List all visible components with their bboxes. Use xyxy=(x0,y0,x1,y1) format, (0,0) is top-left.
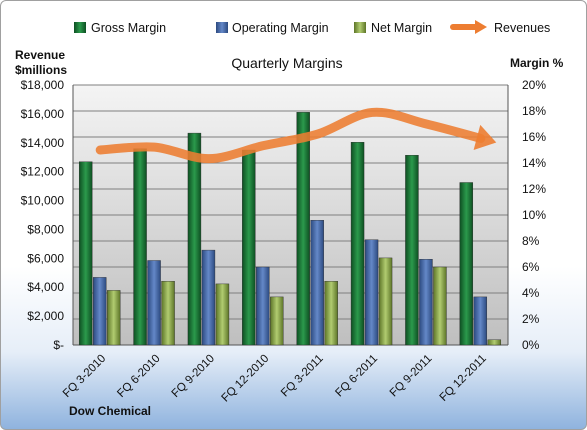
x-tick-label: FQ 12-2010 xyxy=(220,353,272,405)
footer-company: Dow Chemical xyxy=(69,404,151,418)
left-axis-title-line1: Revenue xyxy=(15,48,65,62)
bar-gross-margin-0 xyxy=(78,161,93,346)
left-tick-label: $6,000 xyxy=(27,251,64,265)
x-tick-label: FQ 6-2011 xyxy=(333,353,380,400)
bar-operating-margin-0 xyxy=(92,277,107,346)
bar-gross-margin-7 xyxy=(459,182,474,346)
legend-label-revenues: Revenues xyxy=(494,21,550,35)
right-tick-label: 14% xyxy=(522,156,546,170)
left-tick-label: $14,000 xyxy=(21,136,65,150)
legend-label-operating-margin: Operating Margin xyxy=(232,21,329,35)
chart-title: Quarterly Margins xyxy=(231,55,342,71)
bar-net-margin-0 xyxy=(106,290,121,346)
left-tick-label: $18,000 xyxy=(21,78,65,92)
right-axis-title: Margin % xyxy=(510,56,564,70)
x-tick-label: FQ 6-2010 xyxy=(115,353,162,400)
right-tick-label: 2% xyxy=(522,312,540,326)
left-axis-ticks: $- $2,000 $4,000 $6,000 $8,000 $10,000 $12,000… xyxy=(21,78,65,352)
bar-net-margin-6 xyxy=(433,266,447,346)
bar-gross-margin-3 xyxy=(242,149,256,346)
bar-net-margin-2 xyxy=(215,283,230,346)
bar-gross-margin-5 xyxy=(350,141,365,346)
bar-operating-margin-7 xyxy=(473,296,488,346)
right-tick-label: 12% xyxy=(522,182,546,196)
revenue-series-line xyxy=(95,107,486,164)
x-tick-label: FQ 9-2010 xyxy=(170,353,217,400)
right-tick-label: 6% xyxy=(522,260,540,274)
left-tick-label: $2,000 xyxy=(27,309,64,323)
x-tick-label: FQ 12-2011 xyxy=(438,353,489,404)
legend-label-net-margin: Net Margin xyxy=(371,21,432,35)
left-tick-label: $8,000 xyxy=(27,222,64,236)
bar-net-margin-7 xyxy=(487,339,502,346)
revenue-arrow-head xyxy=(473,124,497,150)
x-tick-label: FQ 3-2010 xyxy=(61,353,108,400)
legend: Gross Margin Operating Margin Net Margin… xyxy=(74,20,550,35)
bar-gross-margin-6 xyxy=(405,154,419,346)
bar-net-margin-4 xyxy=(324,281,338,346)
left-tick-label: $4,000 xyxy=(27,280,64,294)
legend-swatch-gross-margin xyxy=(74,22,86,33)
x-tick-label: FQ 3-2011 xyxy=(279,353,326,400)
left-tick-label: $16,000 xyxy=(21,107,65,121)
bar-operating-margin-2 xyxy=(201,249,216,346)
left-tick-label: $10,000 xyxy=(21,194,65,208)
right-axis-ticks: 0% 2% 4% 6% 8% 10% 12% 14% 16% 18% 20% xyxy=(522,78,546,352)
x-tick-label: FQ 9-2011 xyxy=(388,353,435,400)
legend-swatch-net-margin xyxy=(354,22,366,33)
x-axis-ticks: FQ 3-2010 FQ 6-2010 FQ 9-2010 FQ 12-2010 FQ … xyxy=(61,353,489,405)
bar-gross-margin-1 xyxy=(133,148,147,346)
right-tick-label: 4% xyxy=(522,286,540,300)
bar-net-margin-3 xyxy=(270,296,284,346)
left-tick-label: $12,000 xyxy=(21,165,65,179)
right-tick-label: 16% xyxy=(522,130,546,144)
left-axis-title-line2: $millions xyxy=(15,63,67,77)
legend-arrow-head-revenues xyxy=(475,20,487,34)
bar-operating-margin-5 xyxy=(364,239,379,346)
right-tick-label: 0% xyxy=(522,338,540,352)
legend-swatch-operating-margin xyxy=(216,22,228,33)
left-tick-label: $- xyxy=(53,338,64,352)
bar-gross-margin-4 xyxy=(296,112,310,346)
bar-net-margin-5 xyxy=(378,257,393,346)
legend-label-gross-margin: Gross Margin xyxy=(91,21,166,35)
right-tick-label: 10% xyxy=(522,208,546,222)
bars xyxy=(78,112,502,346)
bar-operating-margin-1 xyxy=(147,260,161,346)
bar-net-margin-1 xyxy=(161,281,175,346)
right-tick-label: 8% xyxy=(522,234,540,248)
bar-operating-margin-4 xyxy=(310,219,324,346)
bar-operating-margin-6 xyxy=(419,259,433,346)
right-tick-label: 20% xyxy=(522,78,546,92)
right-tick-label: 18% xyxy=(522,104,546,118)
bar-operating-margin-3 xyxy=(256,266,270,346)
bar-gross-margin-2 xyxy=(187,132,202,346)
revenue-line xyxy=(95,107,497,164)
